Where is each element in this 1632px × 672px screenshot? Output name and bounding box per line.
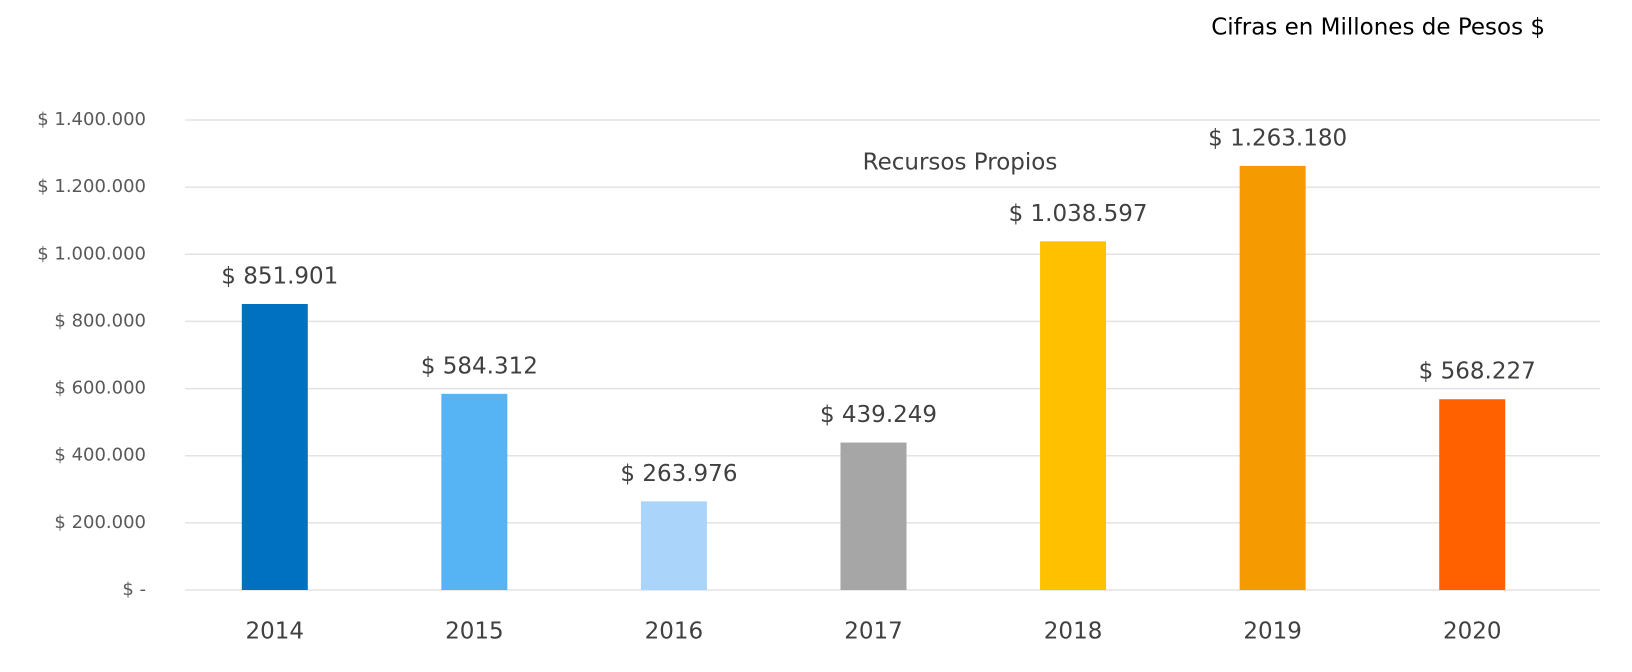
x-tick-label: 2014: [246, 619, 305, 645]
x-tick-label: 2015: [445, 619, 504, 645]
chart-title: Recursos Propios: [863, 150, 1058, 176]
x-tick-label: 2017: [844, 619, 903, 645]
y-tick-label: $ 1.200.000: [37, 176, 146, 197]
bar: [840, 442, 907, 590]
value-label: $ 568.227: [1419, 359, 1536, 385]
value-label: $ 1.263.180: [1208, 125, 1347, 151]
y-tick-label: $ 400.000: [54, 445, 146, 466]
bar: [241, 304, 308, 590]
chart-note: Cifras en Millones de Pesos $: [1211, 15, 1545, 41]
x-tick-label: 2020: [1443, 619, 1502, 645]
bar: [1040, 241, 1107, 590]
bar: [1239, 165, 1306, 590]
x-tick-label: 2018: [1044, 619, 1103, 645]
x-tick-label: 2016: [645, 619, 704, 645]
x-tick-label: 2019: [1243, 619, 1302, 645]
bar: [1439, 399, 1506, 590]
y-tick-label: $ 800.000: [54, 310, 146, 331]
value-label: $ 584.312: [421, 353, 538, 379]
value-label: $ 263.976: [620, 461, 737, 487]
value-label: $ 439.249: [820, 402, 937, 428]
y-tick-label: $ 1.000.000: [37, 243, 146, 264]
bar: [640, 501, 707, 590]
y-tick-label: $ 1.400.000: [37, 109, 146, 130]
value-label: $ 851.901: [221, 264, 338, 290]
y-tick-label: $ 600.000: [54, 378, 146, 399]
y-tick-label: $ -: [122, 579, 146, 600]
y-tick-label: $ 200.000: [54, 512, 146, 533]
bar: [441, 393, 508, 590]
value-label: $ 1.038.597: [1009, 201, 1148, 227]
